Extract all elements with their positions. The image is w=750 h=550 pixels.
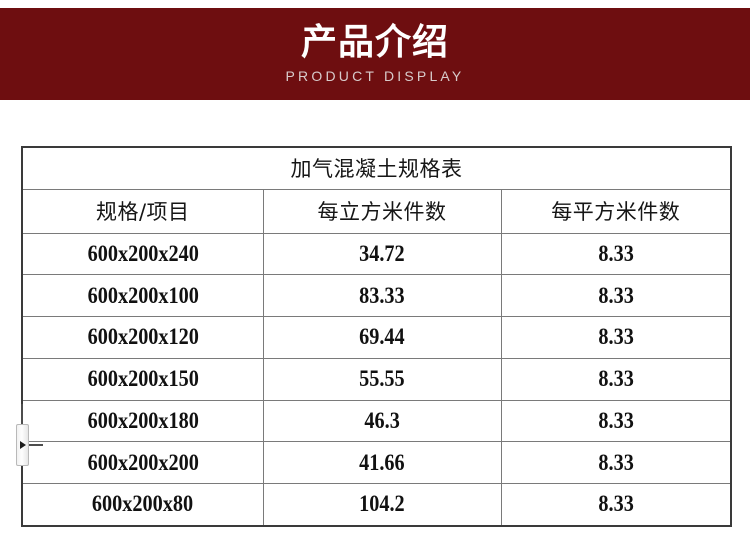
cell-spec-value: 600x200x240 xyxy=(87,240,199,266)
column-header-per-square-meter: 每平方米件数 xyxy=(500,188,732,234)
banner-title: 产品介绍 xyxy=(300,21,449,63)
cell-per-square-meter-value: 8.33 xyxy=(598,491,634,517)
table-row: 600x200x150 55.55 8.33 xyxy=(21,357,732,401)
cell-per-square-meter-value: 8.33 xyxy=(598,366,634,392)
cell-per-cubic-meter: 69.44 xyxy=(262,316,502,359)
cell-per-cubic-meter: 83.33 xyxy=(262,274,502,318)
cell-spec-value: 600x200x200 xyxy=(87,449,199,475)
cell-per-cubic-meter-value: 83.33 xyxy=(359,282,405,308)
triangle-right-icon xyxy=(20,441,26,449)
side-handle-stem-top xyxy=(21,404,23,425)
cell-spec: 600x200x100 xyxy=(21,274,264,318)
column-header-spec: 规格/项目 xyxy=(21,188,264,234)
cell-per-square-meter: 8.33 xyxy=(500,441,732,485)
cell-spec: 600x200x180 xyxy=(21,399,264,443)
table-title: 加气混凝土规格表 xyxy=(290,157,463,182)
cell-per-square-meter: 8.33 xyxy=(500,274,732,318)
cell-per-square-meter-value: 8.33 xyxy=(598,324,634,350)
table-row: 600x200x180 46.3 8.33 xyxy=(21,399,732,443)
column-header-per-cubic-meter: 每立方米件数 xyxy=(262,188,502,234)
side-handle-stem-right xyxy=(29,444,43,446)
cell-per-cubic-meter: 46.3 xyxy=(262,399,502,443)
spec-table-container: 加气混凝土规格表 规格/项目 每立方米件数 每平方米件数 600x200x240 xyxy=(21,146,732,527)
cell-per-cubic-meter: 104.2 xyxy=(262,483,502,527)
cell-per-square-meter: 8.33 xyxy=(500,357,732,401)
cell-per-cubic-meter-value: 41.66 xyxy=(359,449,405,475)
table-row: 600x200x120 69.44 8.33 xyxy=(21,316,732,359)
cell-per-cubic-meter-value: 46.3 xyxy=(364,408,400,434)
cell-per-square-meter-value: 8.33 xyxy=(598,240,634,266)
cell-spec: 600x200x200 xyxy=(21,441,264,485)
cell-per-square-meter-value: 8.33 xyxy=(598,282,634,308)
cell-per-square-meter-value: 8.33 xyxy=(598,449,634,475)
cell-per-square-meter: 8.33 xyxy=(500,316,732,359)
cell-spec: 600x200x150 xyxy=(21,357,264,401)
cell-spec-value: 600x200x120 xyxy=(87,324,199,350)
table-row: 600x200x200 41.66 8.33 xyxy=(21,441,732,485)
table-row: 600x200x100 83.33 8.33 xyxy=(21,274,732,318)
column-header-spec-label: 规格/项目 xyxy=(95,200,190,224)
cell-spec: 600x200x80 xyxy=(21,483,264,527)
cell-spec-value: 600x200x180 xyxy=(87,408,199,434)
banner-subtitle: PRODUCT DISPLAY xyxy=(285,68,465,85)
table-row: 600x200x80 104.2 8.33 xyxy=(21,483,732,527)
cell-spec: 600x200x120 xyxy=(21,316,264,359)
cell-spec: 600x200x240 xyxy=(21,232,264,276)
cell-per-square-meter: 8.33 xyxy=(500,232,732,276)
cell-per-cubic-meter-value: 104.2 xyxy=(359,491,405,517)
spec-table: 加气混凝土规格表 规格/项目 每立方米件数 每平方米件数 600x200x240 xyxy=(21,146,732,527)
cell-spec-value: 600x200x150 xyxy=(87,366,199,392)
cell-per-square-meter-value: 8.33 xyxy=(598,408,634,434)
cell-per-cubic-meter: 34.72 xyxy=(262,232,502,276)
table-row: 600x200x240 34.72 8.33 xyxy=(21,232,732,276)
section-banner: 产品介绍 PRODUCT DISPLAY xyxy=(0,8,750,100)
cell-per-cubic-meter: 55.55 xyxy=(262,357,502,401)
cell-per-cubic-meter-value: 69.44 xyxy=(359,324,405,350)
cell-per-square-meter: 8.33 xyxy=(500,483,732,527)
cell-per-cubic-meter-value: 55.55 xyxy=(359,366,405,392)
table-header-row: 规格/项目 每立方米件数 每平方米件数 xyxy=(21,188,732,234)
cell-per-cubic-meter: 41.66 xyxy=(262,441,502,485)
cell-spec-value: 600x200x100 xyxy=(87,282,199,308)
cell-spec-value: 600x200x80 xyxy=(92,491,194,517)
expand-side-panel-handle[interactable] xyxy=(16,424,29,466)
column-header-per-cubic-meter-label: 每立方米件数 xyxy=(317,200,447,224)
cell-per-square-meter: 8.33 xyxy=(500,399,732,443)
cell-per-cubic-meter-value: 34.72 xyxy=(359,240,405,266)
table-title-row: 加气混凝土规格表 xyxy=(21,146,732,190)
column-header-per-square-meter-label: 每平方米件数 xyxy=(551,200,681,224)
table-title-cell: 加气混凝土规格表 xyxy=(21,146,732,190)
